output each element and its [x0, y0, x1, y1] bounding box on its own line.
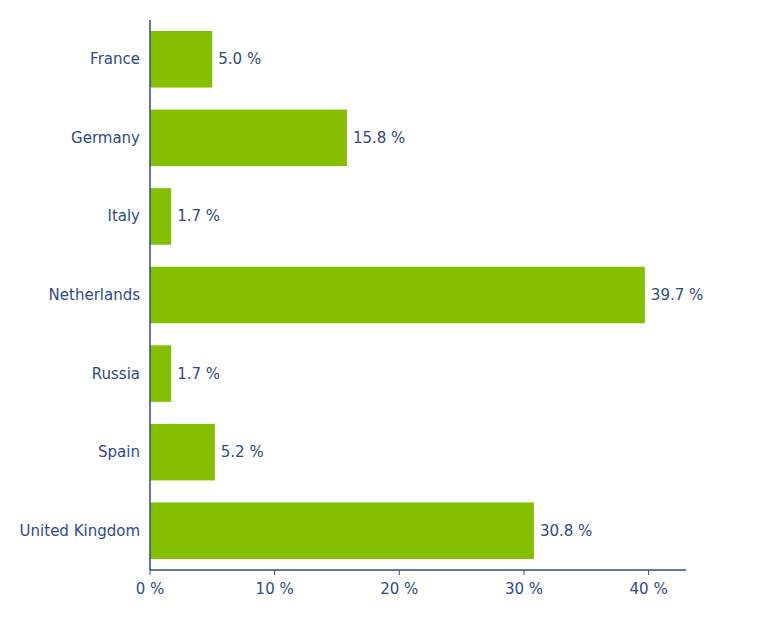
- x-tick: [648, 570, 649, 575]
- data-label: 15.8 %: [353, 129, 405, 147]
- x-tick-label: 30 %: [505, 580, 543, 598]
- category-label: Germany: [71, 129, 140, 147]
- bar: [150, 188, 171, 245]
- x-tick: [523, 570, 524, 575]
- x-tick-label: 0 %: [136, 580, 165, 598]
- data-label: 5.0 %: [218, 50, 261, 68]
- bars: [150, 31, 645, 559]
- chart-svg: 5.0 % 15.8 % 1.7 % 39.7 % 1.7 % 5.2 % 30.8 % Fr…: [0, 0, 781, 625]
- data-label: 5.2 %: [221, 443, 264, 461]
- category-label: Italy: [107, 207, 140, 225]
- category-label: United Kingdom: [20, 522, 140, 540]
- bar: [150, 502, 534, 559]
- category-label: Spain: [98, 443, 140, 461]
- category-label: Netherlands: [49, 286, 141, 304]
- bar: [150, 345, 171, 402]
- x-tick-label: 20 %: [380, 580, 418, 598]
- bar: [150, 31, 212, 88]
- data-label: 30.8 %: [540, 522, 592, 540]
- x-tick-label: 10 %: [256, 580, 294, 598]
- x-tick: [150, 570, 151, 575]
- bar: [150, 267, 645, 324]
- chart-container: 5.0 % 15.8 % 1.7 % 39.7 % 1.7 % 5.2 % 30.8 % Fr…: [0, 0, 781, 625]
- y-axis-line: [149, 20, 151, 570]
- category-label: Russia: [92, 365, 140, 383]
- x-axis-line: [150, 569, 686, 571]
- category-label: France: [90, 50, 140, 68]
- data-label: 39.7 %: [651, 286, 703, 304]
- x-tick: [399, 570, 400, 575]
- bar: [150, 110, 347, 167]
- data-label: 1.7 %: [177, 365, 220, 383]
- x-tick: [274, 570, 275, 575]
- data-label: 1.7 %: [177, 207, 220, 225]
- bar: [150, 424, 215, 481]
- x-tick-label: 40 %: [630, 580, 668, 598]
